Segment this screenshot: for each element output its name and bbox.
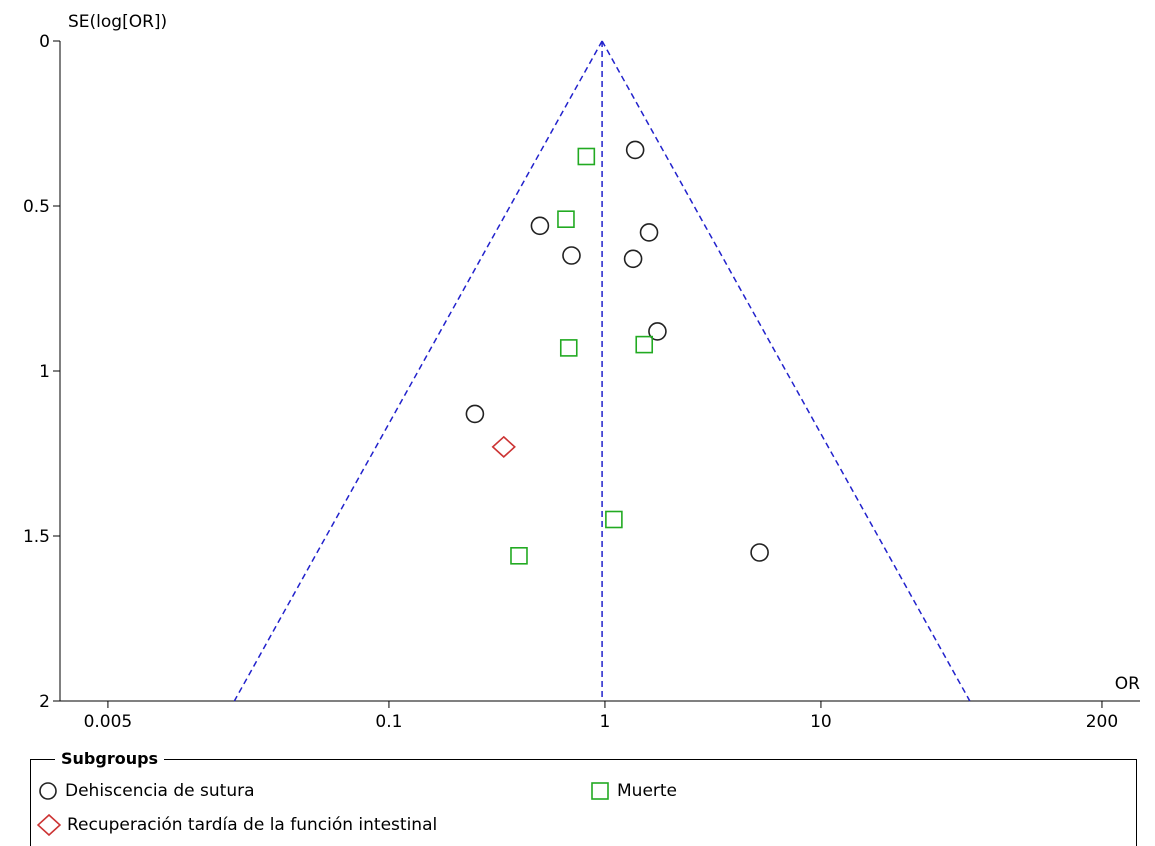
- y-tick-label: 1.5: [23, 527, 50, 547]
- y-tick-label: 2: [39, 692, 50, 712]
- legend-label: Recuperación tardía de la función intest…: [67, 815, 438, 835]
- legend-item-recuperacion: Recuperación tardía de la función intest…: [37, 814, 437, 836]
- axes: 0 0.5 1 1.5 2 0.005 0.1 1 10 200 SE(log[OR]) OR: [23, 12, 1140, 732]
- legend-item-muerte: Muerte: [589, 780, 677, 802]
- x-tick-label: 200: [1086, 712, 1118, 732]
- legend: Subgroups Dehiscencia de sutura Muerte R…: [30, 749, 1137, 846]
- point-muerte: [510, 546, 528, 565]
- point-recuperacion: [491, 435, 516, 458]
- x-tick-label: 10: [810, 712, 832, 732]
- y-axis-label: SE(log[OR]): [68, 12, 167, 32]
- point-muerte: [557, 210, 575, 228]
- square-marker-icon: [591, 782, 609, 800]
- x-axis-label: OR: [1115, 674, 1140, 694]
- circle-marker-icon: [39, 782, 57, 800]
- legend-item-dehiscencia: Dehiscencia de sutura: [37, 780, 255, 802]
- legend-label: Muerte: [617, 781, 678, 801]
- y-tick-label: 0.5: [23, 197, 50, 217]
- x-tick-label: 0.005: [84, 712, 133, 732]
- legend-title: Subgroups: [55, 749, 165, 769]
- diamond-marker-icon: [37, 814, 61, 836]
- funnel-left-line: [233, 40, 603, 702]
- point-dehiscencia: [562, 246, 581, 265]
- data-points: [465, 140, 769, 565]
- point-dehiscencia: [648, 322, 667, 341]
- point-muerte: [635, 335, 654, 354]
- x-tick-label: 0.1: [375, 712, 402, 732]
- y-tick-label: 1: [39, 362, 50, 382]
- funnel-right-line: [601, 40, 971, 702]
- point-dehiscencia: [750, 543, 769, 562]
- funnel-plot: 0 0.5 1 1.5 2 0.005 0.1 1 10 200 SE(log[OR]) OR: [23, 12, 1140, 732]
- point-muerte: [559, 339, 578, 357]
- point-dehiscencia: [625, 140, 645, 160]
- point-dehiscencia: [623, 249, 643, 269]
- point-muerte: [577, 147, 596, 166]
- legend-label: Dehiscencia de sutura: [65, 781, 255, 801]
- y-tick-label: 0: [39, 32, 50, 52]
- point-dehiscencia: [465, 404, 485, 424]
- point-muerte: [605, 510, 623, 529]
- point-dehiscencia: [530, 216, 550, 236]
- x-tick-label: 1: [600, 712, 611, 732]
- funnel-lines: [233, 40, 971, 702]
- point-dehiscencia: [639, 223, 659, 242]
